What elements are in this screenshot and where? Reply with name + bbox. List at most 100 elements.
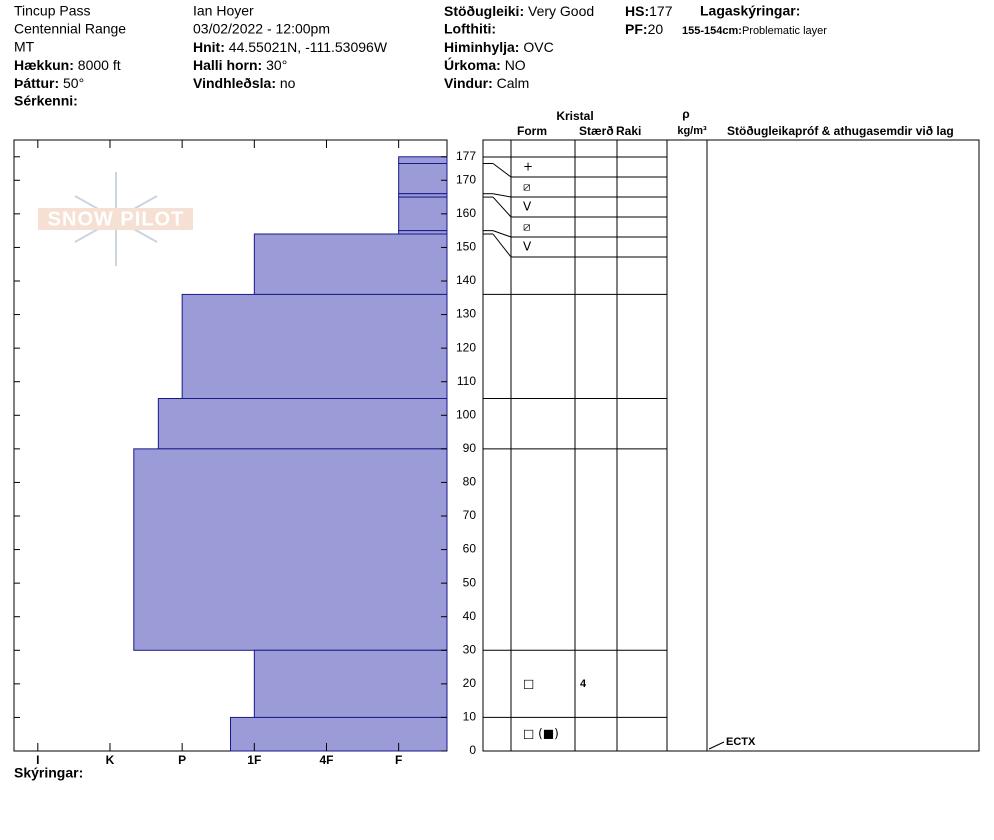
value: 8000 ft — [78, 57, 121, 73]
label: Stöðugleiki: — [444, 3, 524, 19]
value: no — [280, 75, 296, 91]
label: Þáttur: — [14, 75, 59, 91]
y-tick-label: 90 — [463, 441, 477, 455]
size-header: Stærð — [579, 124, 614, 138]
layer — [181, 293, 448, 399]
layer-note: 155-154cm:Problematic layer — [682, 25, 827, 37]
logo: SNOW PILOT — [38, 172, 193, 266]
grain-size: 4 — [580, 678, 587, 690]
layers — [133, 156, 448, 752]
label: Hækkun: — [14, 57, 74, 73]
range: Centennial Range — [14, 21, 126, 37]
value: NO — [505, 57, 526, 73]
layer-notes: Lagaskýringar: — [700, 3, 800, 19]
value: 20 — [648, 21, 664, 37]
slope: Halli horn: 30° — [193, 57, 287, 73]
y-tick-label: 130 — [456, 307, 476, 321]
grain-form: □ — [523, 676, 534, 690]
grain-form: ⧄ — [523, 220, 531, 234]
x-tick-label: P — [178, 753, 186, 767]
layer — [230, 716, 448, 752]
x-tick-label: K — [106, 753, 115, 767]
logo-band — [38, 208, 193, 230]
y-tick-label: 170 — [456, 172, 476, 186]
label: Hnit: — [193, 39, 225, 55]
test-pointer — [708, 741, 725, 750]
y-tick-label: 140 — [456, 273, 476, 287]
layer — [398, 163, 448, 195]
layer — [133, 448, 448, 651]
value: 50° — [63, 75, 84, 91]
value: 44.55021N, -111.53096W — [229, 39, 388, 55]
y-tick-label: 120 — [456, 340, 476, 354]
x-tick-label: I — [36, 753, 39, 767]
state: MT — [14, 39, 35, 55]
table-frame — [482, 139, 980, 752]
hs: HS:177 — [625, 3, 673, 19]
x-tick-label: 1F — [247, 753, 261, 767]
y-tick-label: 70 — [463, 508, 477, 522]
density-header: ρ — [682, 107, 689, 121]
coords: Hnit: 44.55021N, -111.53096W — [193, 39, 388, 55]
pf: PF:20 — [625, 21, 663, 37]
layer — [253, 649, 448, 718]
table-columns — [510, 140, 708, 751]
x-tick-label: F — [395, 753, 402, 767]
test-result: ECTX — [726, 736, 756, 748]
density-unit: kg/m³ — [677, 125, 707, 137]
boundary-link — [492, 193, 512, 198]
y-tick-label: 80 — [463, 475, 477, 489]
wind: Vindur: Calm — [444, 75, 529, 91]
elevation: Hækkun: 8000 ft — [14, 57, 121, 73]
y-tick-label: 20 — [463, 676, 477, 690]
observer: Ian Hoyer — [193, 3, 254, 19]
value: 30° — [266, 57, 287, 73]
grain-form: + — [523, 160, 533, 174]
layer — [398, 196, 448, 232]
precip: Úrkoma: NO — [444, 56, 526, 73]
y-tick-label: 0 — [469, 743, 476, 757]
boundary-link — [492, 163, 512, 178]
layer — [398, 230, 448, 235]
label: Halli horn: — [193, 57, 262, 73]
label: PF: — [625, 21, 648, 37]
y-tick-label: 10 — [463, 710, 477, 724]
label: HS: — [625, 3, 649, 19]
label: Vindhleðsla: — [193, 75, 276, 91]
grain-form: V — [523, 240, 532, 254]
features: Sérkenni: — [14, 93, 78, 109]
label: Himinhylja: — [444, 39, 519, 55]
value: Problematic layer — [742, 25, 827, 37]
grain-form: □ (■) — [523, 727, 559, 741]
aspect: Þáttur: 50° — [14, 75, 84, 91]
sky: Himinhylja: OVC — [444, 39, 554, 55]
layer — [398, 193, 448, 198]
boundary-link — [492, 233, 512, 258]
crystal-header: Kristal — [556, 109, 593, 123]
layer — [398, 156, 448, 165]
value: OVC — [523, 39, 553, 55]
grain-form: V — [523, 200, 532, 214]
x-tick-label: 4F — [319, 753, 333, 767]
air-temp: Lofthiti: — [444, 21, 496, 37]
value: Calm — [497, 75, 530, 91]
y-tick-label: 100 — [456, 407, 476, 421]
notes: Skýringar: — [14, 765, 83, 781]
boundary-link — [492, 196, 512, 218]
y-tick-label: 150 — [456, 240, 476, 254]
boundary-link — [492, 230, 512, 238]
y-tick-label: 50 — [463, 575, 477, 589]
value: Very Good — [528, 3, 594, 19]
y-tick-label: 177 — [456, 149, 476, 163]
y-tick-label: 110 — [457, 374, 476, 388]
datetime: 03/02/2022 - 12:00pm — [193, 21, 330, 37]
grain-form: ⧄ — [523, 180, 531, 194]
logo-text: SNOW PILOT — [48, 208, 185, 230]
y-tick-label: 40 — [463, 609, 477, 623]
label: 155-154cm: — [682, 25, 742, 37]
stability: Stöðugleiki: Very Good — [444, 3, 594, 19]
form-header: Form — [517, 124, 547, 138]
label: Vindur: — [444, 75, 493, 91]
